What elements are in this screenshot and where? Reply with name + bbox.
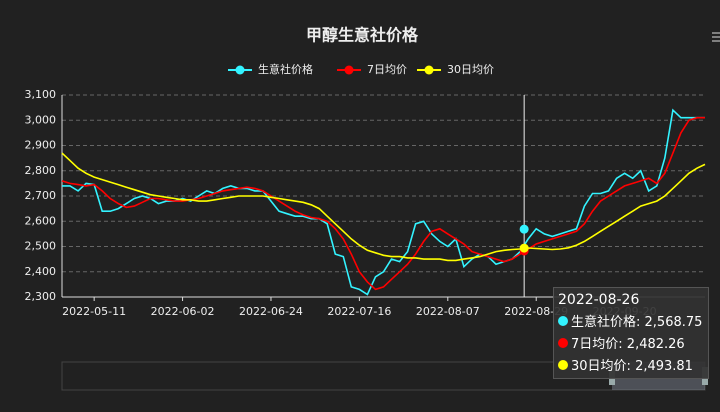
x-tick-label: 2022-05-11	[62, 305, 126, 318]
legend-item[interactable]: 生意社价格	[228, 62, 313, 76]
tooltip-date: 2022-08-26	[558, 292, 640, 308]
tooltip: 2022-08-26 生意社价格2,568.757日均价2,482.2630日均…	[553, 287, 709, 379]
legend-item[interactable]: 30日均价	[417, 63, 494, 76]
x-tick-label: 2022-06-24	[239, 305, 303, 318]
series-line	[62, 108, 705, 296]
chart-title: 甲醇生意社价格	[306, 26, 419, 45]
x-tick-label: 2022-06-02	[151, 305, 215, 318]
tooltip-series: 30日均价	[571, 359, 635, 374]
legend-label: 30日均价	[447, 63, 494, 76]
y-tick-label: 2,900	[25, 139, 57, 152]
legend-marker	[235, 65, 245, 75]
y-tick-label: 3,000	[25, 113, 57, 126]
tooltip-series: 生意社价格	[571, 315, 645, 330]
legend-marker	[344, 65, 354, 75]
tooltip-marker	[558, 338, 568, 348]
x-tick-label: 2022-07-16	[327, 305, 391, 318]
toolbox-icon[interactable]	[712, 32, 720, 42]
tooltip-value: 2,482.26	[626, 337, 685, 352]
y-tick-label: 2,400	[25, 265, 57, 278]
series-line	[61, 152, 706, 262]
legend-label: 7日均价	[367, 63, 407, 76]
tooltip-series: 7日均价	[571, 337, 627, 352]
tooltip-value: 2,568.75	[644, 315, 703, 330]
series-line	[61, 116, 705, 291]
y-tick-label: 2,300	[25, 290, 57, 303]
y-tick-label: 2,800	[25, 164, 57, 177]
x-tick-label: 2022-08-29	[504, 305, 568, 318]
y-tick-label: 2,500	[25, 240, 57, 253]
y-tick-label: 2,700	[25, 189, 57, 202]
tooltip-marker	[558, 360, 568, 370]
legend-marker	[424, 65, 434, 75]
legend-item[interactable]: 7日均价	[337, 63, 407, 76]
legend-label: 生意社价格	[258, 62, 313, 76]
tooltip-row: 7日均价2,482.26	[558, 334, 704, 356]
hover-point	[519, 224, 529, 234]
hover-point	[519, 243, 529, 253]
tooltip-marker	[558, 316, 568, 326]
x-tick-label: 2022-08-07	[416, 305, 480, 318]
y-tick-label: 3,100	[25, 88, 57, 101]
y-tick-label: 2,600	[25, 214, 57, 227]
tooltip-value: 2,493.81	[635, 359, 693, 374]
